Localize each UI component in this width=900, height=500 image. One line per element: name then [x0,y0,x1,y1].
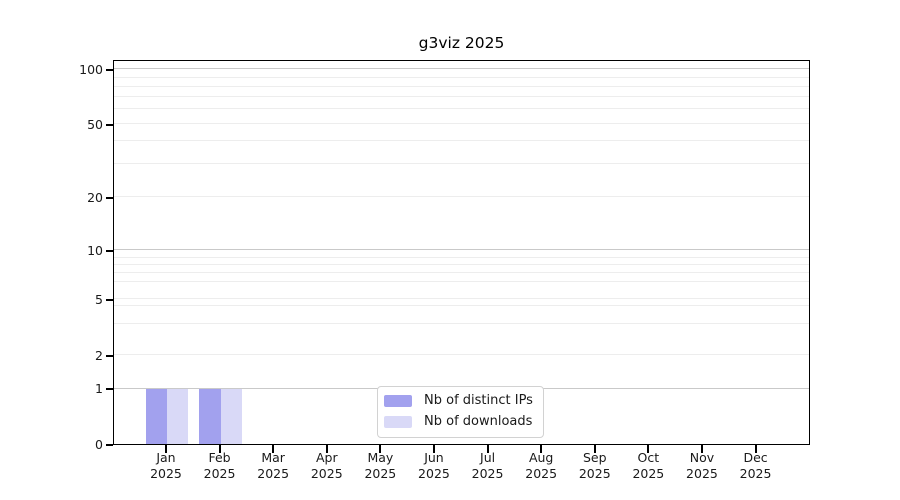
legend-item: Nb of distinct IPs [384,392,533,410]
x-axis-tick-label: May 2025 [364,450,397,481]
x-axis-tick-label: Oct 2025 [632,450,665,481]
y-axis-tick-mark [106,388,113,391]
minor-gridline [114,305,809,307]
y-axis-tick-label: 5 [95,292,103,307]
major-gridline [114,249,809,250]
x-axis-tick-label: Nov 2025 [686,450,718,481]
x-axis-tick-label: Dec 2025 [739,450,772,481]
x-axis-tick-mark [540,445,543,453]
y-axis-tick-label: 20 [87,189,103,205]
x-axis-tick-mark [379,445,382,453]
x-axis-tick-label: Jan 2025 [150,450,182,481]
x-axis-tick-mark [486,445,489,453]
legend-item: Nb of downloads [384,413,533,431]
legend-label: Nb of downloads [424,414,533,429]
bar-distinct-ips [199,388,221,444]
minor-gridline [114,196,809,197]
legend-swatch-distinct-ips [384,395,412,407]
minor-gridline [114,108,809,110]
minor-gridline [114,256,809,258]
x-axis-tick-label: Mar 2025 [257,450,290,481]
minor-gridline [114,354,809,355]
y-axis-tick-mark [106,249,113,252]
x-axis-tick-label: Feb 2025 [203,450,236,481]
legend: Nb of distinct IPs Nb of downloads [377,386,544,438]
x-axis-tick-mark [218,445,221,453]
y-axis-tick-mark [106,354,113,357]
x-axis-tick-mark [647,445,650,453]
x-axis-tick-label: Aug 2025 [525,450,558,481]
minor-gridline [114,163,809,165]
plot-area: Nb of distinct IPs Nb of downloads [113,60,810,445]
legend-label: Nb of distinct IPs [424,393,533,408]
x-axis-tick-label: Sep 2025 [578,450,611,481]
minor-gridline [114,322,809,324]
minor-gridline [114,76,809,78]
minor-gridline [114,280,809,282]
bar-distinct-ips [145,388,167,444]
y-axis-tick-label: 100 [79,62,103,77]
x-axis-tick-label: Apr 2025 [310,450,343,481]
chart-title: g3viz 2025 [418,34,505,52]
minor-gridline [114,85,809,87]
minor-gridline [114,123,809,124]
legend-swatch-downloads [384,416,412,428]
x-axis-tick-label: Jun 2025 [418,450,450,481]
y-axis-tick-mark [106,69,113,71]
y-axis-tick-label: 1 [95,381,103,397]
y-axis-tick-label: 50 [87,116,103,132]
bar-downloads [220,388,242,444]
x-axis-tick-mark [432,445,435,453]
minor-gridline [114,271,809,273]
y-axis-tick-label: 2 [95,347,103,363]
minor-gridline [114,298,809,299]
minor-gridline [114,140,809,142]
x-axis-tick-mark [754,445,757,453]
x-axis-tick-mark [272,445,275,453]
y-axis-tick-mark [106,299,113,301]
bar-downloads [167,388,189,444]
x-axis-tick-mark [325,445,328,453]
y-axis-tick-label: 10 [87,242,103,258]
y-axis-tick-label: 0 [95,437,103,452]
x-axis-tick-label: Jul 2025 [471,450,504,481]
y-axis-tick-mark [106,444,113,446]
major-gridline [114,68,809,69]
minor-gridline [114,263,809,265]
y-axis-tick-mark [106,123,113,126]
x-axis-tick-mark [164,445,167,453]
x-axis-tick-mark [593,445,596,453]
x-axis-tick-mark [700,445,703,453]
y-axis-tick-mark [106,196,113,199]
minor-gridline [114,96,809,98]
